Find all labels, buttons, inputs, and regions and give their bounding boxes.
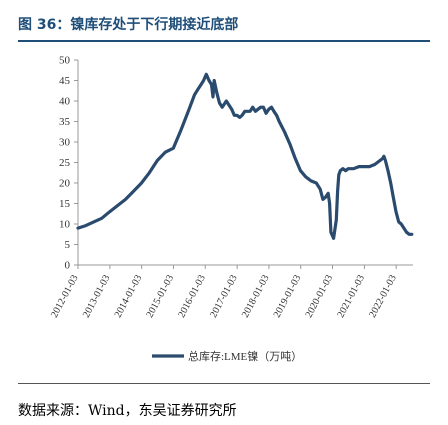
x-tick-label: 2017-01-03 bbox=[208, 273, 240, 319]
y-tick-label: 20 bbox=[59, 178, 71, 190]
x-tick-label: 2019-01-03 bbox=[272, 273, 304, 319]
chart-legend: 总库存:LME镍（万吨） bbox=[152, 349, 302, 363]
x-tick-label: 2015-01-03 bbox=[144, 273, 176, 319]
plot-area bbox=[76, 72, 414, 240]
y-tick-label: 15 bbox=[59, 198, 71, 210]
x-tick-label: 2012-01-03 bbox=[49, 273, 81, 319]
title-rule bbox=[18, 40, 430, 42]
y-tick-label: 30 bbox=[59, 137, 71, 149]
y-tick-label: 50 bbox=[59, 55, 71, 67]
source-note: 数据来源：Wind，东吴证券研究所 bbox=[18, 403, 237, 419]
x-tick-label: 2020-01-03 bbox=[304, 273, 336, 319]
x-tick-label: 2013-01-03 bbox=[81, 273, 113, 319]
x-tick-label: 2022-01-03 bbox=[367, 273, 399, 319]
x-tick-label: 2014-01-03 bbox=[113, 273, 145, 319]
chart-axes: 0 5 10 15 20 25 30 35 40 45 50 2012-01-03 2013-01-03… bbox=[49, 55, 413, 320]
y-tick-label: 0 bbox=[65, 260, 71, 272]
x-tick-label: 2018-01-03 bbox=[240, 273, 272, 319]
bottom-rule bbox=[18, 383, 430, 384]
y-tick-label: 10 bbox=[59, 219, 71, 231]
series-line-lme-nickel bbox=[76, 72, 414, 240]
y-tick-label: 5 bbox=[65, 239, 71, 251]
x-tick-label: 2016-01-03 bbox=[176, 273, 208, 319]
figure-title: 图 36：镍库存处于下行期接近底部 bbox=[18, 17, 239, 33]
y-tick-label: 25 bbox=[59, 157, 71, 169]
legend-label: 总库存:LME镍（万吨） bbox=[188, 349, 302, 363]
y-tick-label: 40 bbox=[59, 96, 71, 108]
y-tick-label: 45 bbox=[59, 75, 71, 87]
y-tick-label: 35 bbox=[59, 116, 71, 128]
x-tick-label: 2021-01-03 bbox=[335, 273, 367, 319]
line-chart: 0 5 10 15 20 25 30 35 40 45 50 2012-01-03 2013-01-03… bbox=[49, 55, 414, 363]
